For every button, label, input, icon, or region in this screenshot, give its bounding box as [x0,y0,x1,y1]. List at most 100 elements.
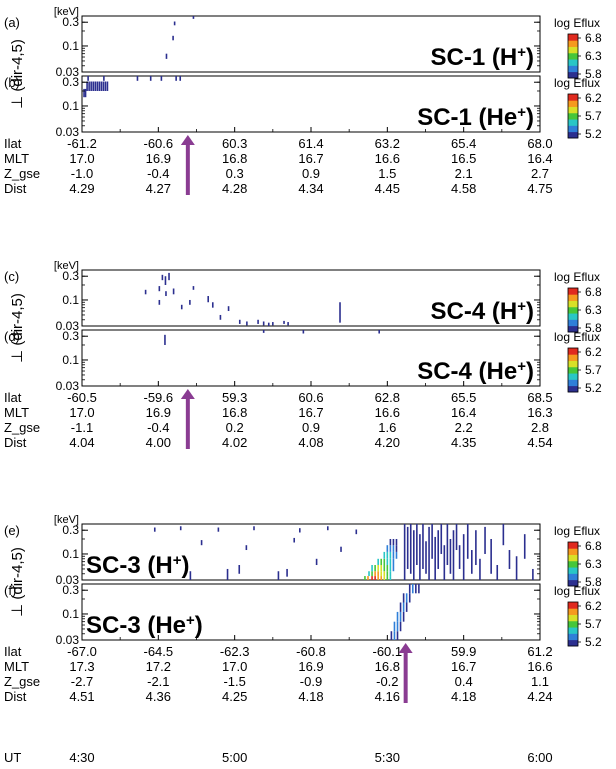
row-value: 16.8 [222,405,247,420]
data-cell [399,602,402,612]
data-cell [164,276,167,285]
species-prefix: SC-1 ( [431,44,500,71]
row-value: 60.6 [298,390,323,405]
data-cell [189,299,191,305]
row-value: -62.3 [220,644,250,659]
data-cell [380,571,383,577]
data-cell [425,541,427,574]
row-value: 16.8 [222,151,247,166]
colorbar-segment [568,52,578,60]
colorbar-segment [568,294,578,301]
data-cell [383,576,386,580]
data-cell [386,565,389,572]
row-value: 0.2 [226,420,244,435]
data-cell [408,584,411,594]
row-label-mlt: MLT [4,405,29,420]
data-cell [490,538,492,574]
data-cell [502,524,505,546]
y-tick-label: 0.03 [56,379,80,393]
group-sc-1: 0.30.10.03(a)[keV]SC-1 (H+)log Eflux6.86… [4,6,602,196]
data-cell [523,534,526,559]
row-value: 2.8 [531,420,549,435]
data-cell [392,538,395,546]
y-tick-label: 0.03 [56,319,80,333]
colorbar-segment [568,59,578,66]
ut-tick-label: 6:00 [527,750,552,765]
row-value: 4.35 [451,435,476,450]
data-cell [390,631,393,640]
colorbar-tick-label: 6.2 [585,91,602,105]
data-cell [405,593,408,603]
colorbar-segment [568,373,578,380]
data-cell [277,571,280,580]
colorbar-segment [568,348,578,355]
colorbar-title: log Eflux [554,76,600,90]
data-cell [392,551,395,559]
row-value: 17.0 [69,405,94,420]
species-prefix: SC-4 ( [431,298,500,325]
data-cell [165,53,168,59]
colorbar-segment [568,119,578,126]
data-cell [389,571,392,577]
event-arrow-head [398,643,413,653]
species-charge: + [517,44,526,61]
data-cell [405,602,408,612]
row-label-mlt: MLT [4,151,29,166]
colorbar-segment [568,131,578,139]
y-tick-label: 0.03 [56,125,80,139]
colorbar-tick-label: 5.8 [585,67,602,81]
data-cell [88,81,90,91]
panel-groups: 0.30.10.03(a)[keV]SC-1 (H+)log Eflux6.86… [4,6,602,704]
data-cell [406,526,409,569]
data-cell [395,551,398,559]
data-cell [413,530,415,580]
species-suffix: ) [526,358,534,385]
species-charge: + [517,298,526,315]
row-value: -1.0 [71,166,93,181]
colorbar-tick-label: 5.7 [585,617,602,631]
species-suffix: ) [526,298,534,325]
colorbar-segment [568,112,578,120]
data-cell [100,81,103,91]
ut-tick-label: 5:00 [222,750,247,765]
colorbar-segment [568,567,578,574]
data-cell [434,536,436,580]
data-cell [299,528,301,533]
colorbar-segment [568,313,578,320]
data-cell [389,558,392,566]
row-value: 4.29 [69,181,94,196]
data-cell [364,576,366,580]
data-cell [389,565,392,572]
data-cell [371,565,373,572]
colorbar-tick-label: 5.8 [585,321,602,335]
row-label-ilat: Ilat [4,136,22,151]
data-cell [452,530,455,580]
data-cell [402,602,405,612]
data-cell [428,526,430,580]
species-prefix: SC-4 ( [417,358,486,385]
data-cell [378,330,380,334]
data-cell [238,319,241,324]
event-arrow-head [180,389,195,399]
colorbar-tick-label: 5.2 [585,127,602,141]
row-value: 16.6 [375,151,400,166]
colorbar-segment [568,354,578,361]
data-cell [380,576,383,580]
row-value: 1.6 [378,420,396,435]
data-cell [98,81,101,91]
row-label-z-gse: Z_gse [4,166,40,181]
row-value: 61.4 [298,136,323,151]
panel-letter: (a) [4,15,20,30]
row-value: 16.7 [298,405,323,420]
data-cell [440,524,443,554]
data-cell [466,524,469,559]
data-cell [374,571,376,577]
row-value: 0.4 [455,674,473,689]
colorbar-segment [568,620,578,628]
data-cell [179,526,182,531]
row-value: 0.3 [226,166,244,181]
colorbar-segment [568,614,578,622]
